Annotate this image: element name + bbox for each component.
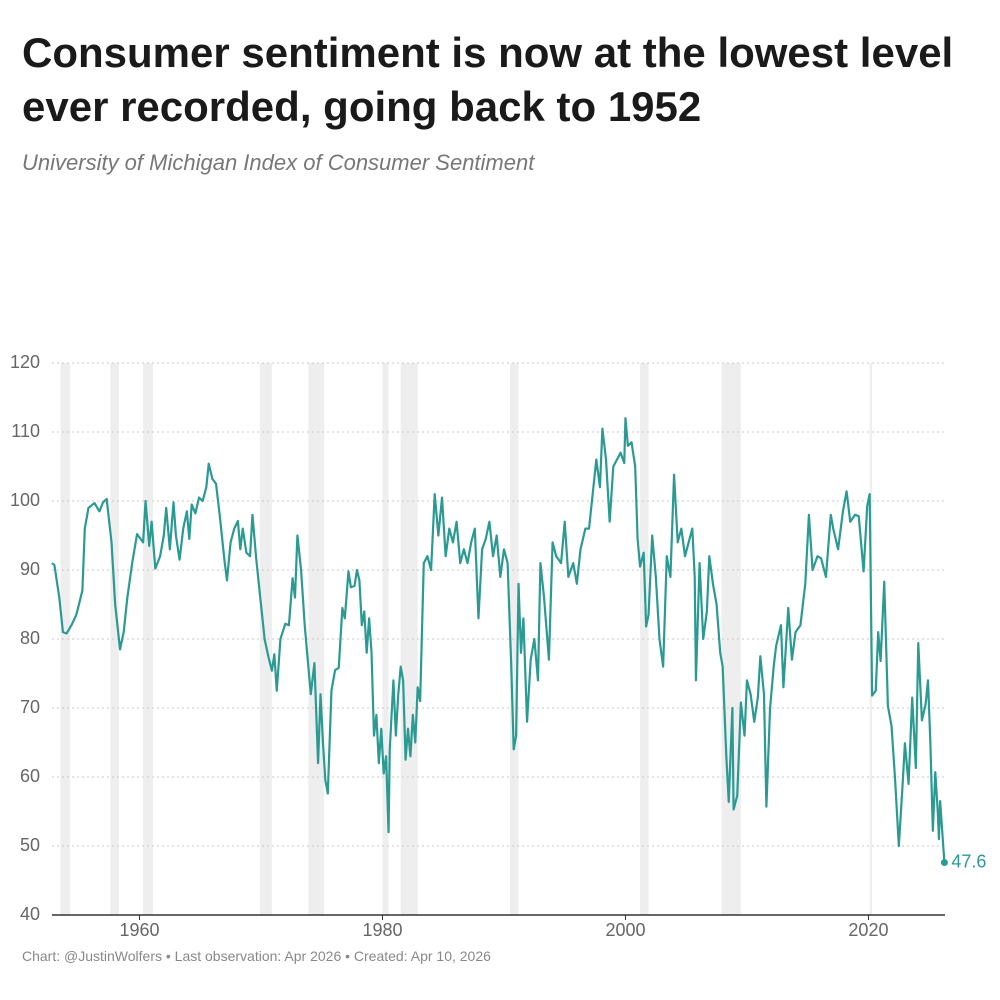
y-tick-label: 70 bbox=[20, 697, 40, 717]
last-value-label: 47.6 bbox=[951, 851, 986, 871]
recession-band bbox=[110, 363, 119, 915]
chart-footer: Chart: @JustinWolfers • Last observation… bbox=[22, 948, 491, 964]
recession-band bbox=[259, 363, 272, 915]
y-tick-label: 110 bbox=[11, 421, 40, 441]
y-tick-label: 100 bbox=[10, 490, 40, 510]
chart-subtitle: University of Michigan Index of Consumer… bbox=[22, 150, 535, 175]
x-tick-label: 2000 bbox=[605, 920, 645, 940]
y-tick-label: 60 bbox=[20, 766, 40, 786]
y-tick-label: 120 bbox=[10, 352, 40, 372]
y-tick-label: 90 bbox=[20, 559, 40, 579]
chart-title: Consumer sentiment is now at the lowest … bbox=[22, 29, 954, 130]
x-tick-label: 1960 bbox=[119, 920, 159, 940]
y-tick-label: 40 bbox=[20, 904, 40, 924]
recession-band bbox=[640, 363, 649, 915]
recession-band bbox=[382, 363, 389, 915]
y-tick-label: 50 bbox=[20, 835, 40, 855]
recession-band bbox=[60, 363, 71, 915]
recession-band bbox=[721, 363, 741, 915]
recession-band bbox=[510, 363, 519, 915]
sentiment-line bbox=[51, 417, 946, 863]
recession-band bbox=[308, 363, 325, 915]
x-tick-label: 1980 bbox=[362, 920, 402, 940]
last-point bbox=[940, 859, 948, 867]
x-tick-label: 2020 bbox=[848, 920, 888, 940]
y-tick-label: 80 bbox=[20, 628, 40, 648]
